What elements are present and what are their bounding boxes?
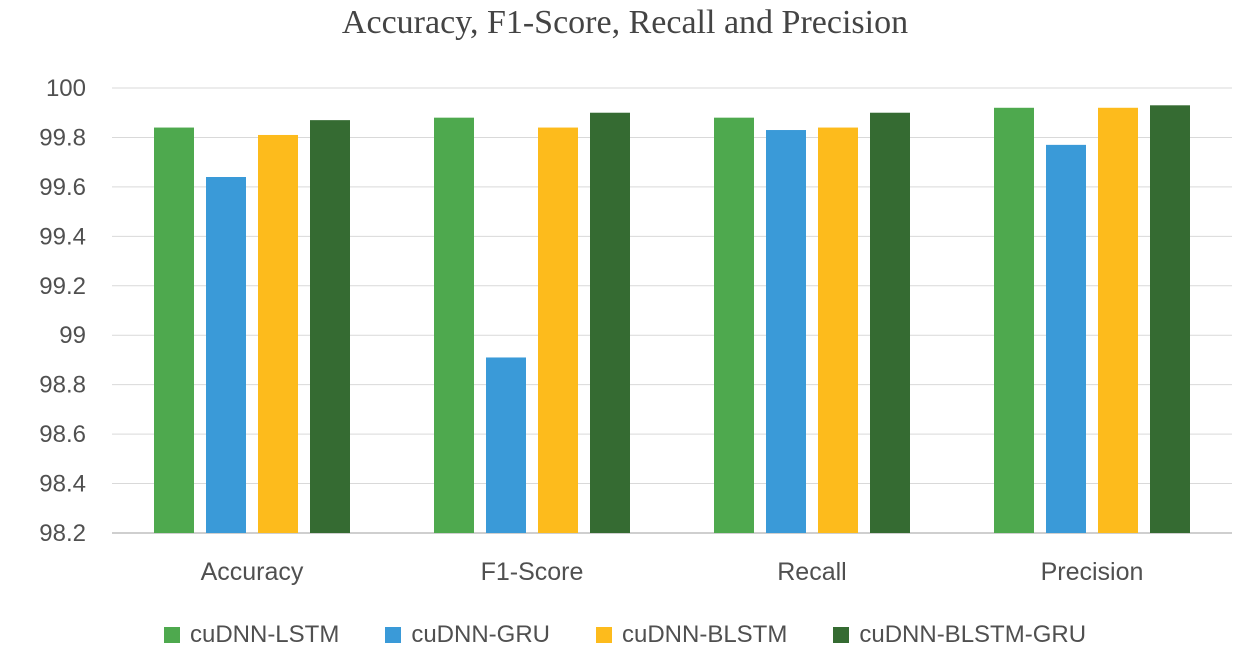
bar-cudnn-blstm — [258, 134, 298, 533]
y-tick-label: 99.8 — [39, 124, 86, 151]
legend-swatch — [163, 627, 180, 643]
y-tick-label: 99 — [59, 322, 86, 349]
x-tick-label: Precision — [1041, 558, 1144, 586]
bar-cudnn-blstm-gru — [1150, 105, 1190, 534]
legend-label: cuDNN-GRU — [411, 621, 550, 648]
x-tick-label: Recall — [777, 558, 846, 586]
legend-item: cuDNN-LSTM — [163, 621, 340, 649]
bar-cudnn-gru — [486, 357, 526, 533]
bar-cudnn-blstm — [538, 127, 578, 534]
legend: cuDNN-LSTM cuDNN-GRU cuDNN-BLSTM cuDNN-BLST… — [0, 617, 1250, 653]
bar-cudnn-lstm — [434, 117, 474, 534]
legend-item: cuDNN-BLSTM-GRU — [833, 621, 1086, 649]
legend-swatch — [385, 627, 402, 643]
bar-cudnn-lstm — [714, 117, 754, 534]
y-tick-label: 98.2 — [39, 520, 86, 547]
x-tick-label: Accuracy — [201, 558, 304, 586]
legend-item: cuDNN-BLSTM — [595, 621, 788, 649]
legend-label: cuDNN-BLSTM — [621, 621, 788, 648]
y-tick-label: 98.4 — [39, 471, 86, 498]
y-tick-label: 99.4 — [39, 223, 86, 250]
bar-cudnn-blstm-gru — [590, 112, 630, 533]
x-tick-label: F1-Score — [481, 558, 584, 586]
y-tick-label: 100 — [46, 75, 86, 102]
bar-cudnn-lstm — [154, 127, 194, 534]
legend-item: cuDNN-GRU — [385, 621, 550, 649]
y-tick-label: 98.6 — [39, 421, 86, 448]
bar-cudnn-gru — [206, 177, 246, 533]
y-tick-label: 99.6 — [39, 174, 86, 201]
bar-cudnn-blstm — [818, 127, 858, 534]
plot-area: 98.2 98.4 98.6 98.8 99 99.2 99.4 99.6 99.8 100 Acc… — [39, 75, 1232, 586]
bar-cudnn-gru — [766, 130, 806, 533]
chart-title: Accuracy, F1-Score, Recall and Precision — [341, 4, 909, 41]
bar-cudnn-blstm-gru — [870, 112, 910, 533]
bar-cudnn-blstm — [1098, 107, 1138, 534]
bar-cudnn-blstm-gru — [310, 120, 350, 533]
y-tick-label: 99.2 — [39, 273, 86, 300]
legend-swatch — [833, 627, 850, 643]
legend-label: cuDNN-LSTM — [189, 621, 340, 648]
bar-cudnn-lstm — [994, 107, 1034, 534]
legend-swatch — [595, 627, 612, 643]
y-tick-label: 98.8 — [39, 372, 86, 399]
legend-label: cuDNN-BLSTM-GRU — [859, 621, 1087, 648]
bar-cudnn-gru — [1046, 144, 1086, 533]
